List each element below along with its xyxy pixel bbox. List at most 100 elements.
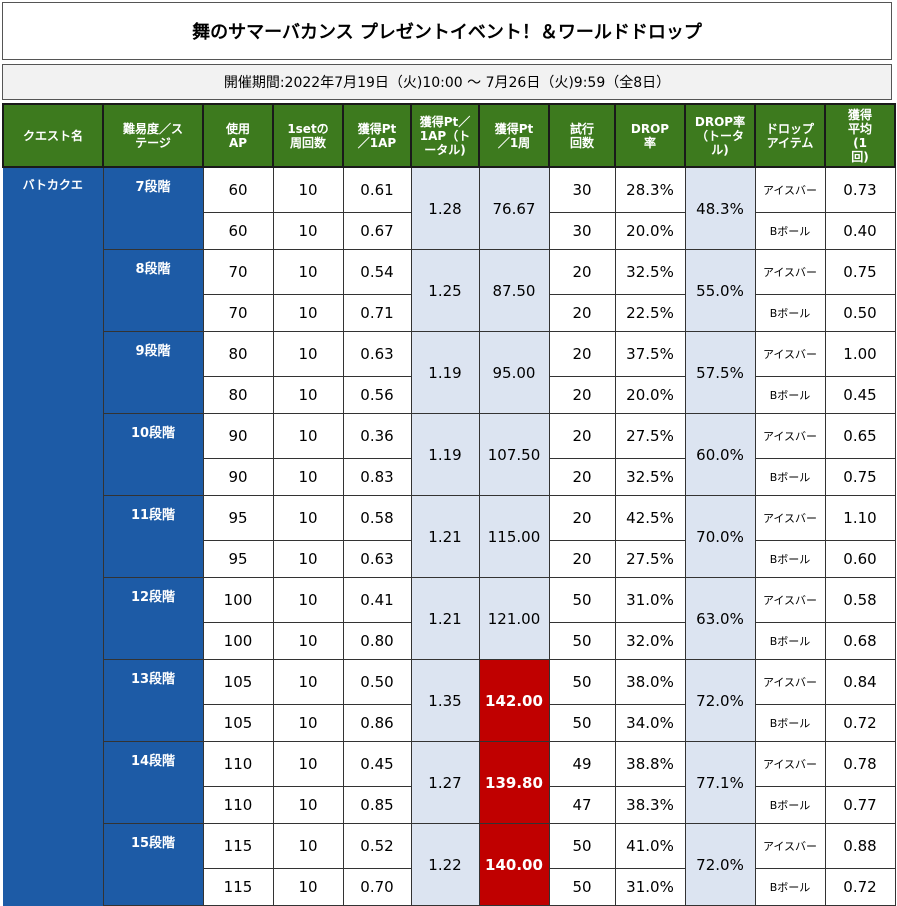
avg-gain-cell: 0.40	[824, 212, 896, 250]
header-drop-rate-label: DROP率	[630, 121, 670, 150]
pt-per-ap-cell: 0.70	[342, 868, 412, 906]
pt-per-ap-total-cell: 1.25	[410, 249, 480, 332]
table-row: 8段階 70 10 0.54 1.25 87.50 20 32.5% 55.0% アイスバー 0.7…	[3, 249, 896, 332]
drop-rate-cell: 34.0%	[614, 704, 686, 742]
header-sets-label: 1setの周回数	[287, 121, 329, 150]
header-ap-label: 使用AP	[225, 121, 250, 150]
drop-rate-cell: 38.0%	[614, 659, 686, 705]
header-sets: 1setの周回数	[272, 103, 344, 168]
table-row: 13段階 105 10 0.50 1.35 142.00 50 38.0% 72.0% アイスバー…	[3, 659, 896, 742]
drop-item-cell: Bボール	[754, 786, 826, 824]
table-row: 10段階 90 10 0.36 1.19 107.50 20 27.5% 60.0% アイスバー 0…	[3, 413, 896, 496]
trials-cell: 20	[548, 294, 616, 332]
avg-gain-cell: 0.73	[824, 166, 896, 213]
drop-table: クエスト名 難易度／ステージ 使用AP 1setの周回数 獲得Pt／1AP 獲得…	[2, 103, 896, 906]
ap-cell: 80	[202, 331, 274, 377]
drop-item-cell: アイスバー	[754, 577, 826, 623]
sets-cell: 10	[272, 294, 344, 332]
drop-item-cell: アイスバー	[754, 495, 826, 541]
ap-cell: 80	[202, 376, 274, 414]
quest-name-cell: バトカクエ	[3, 167, 104, 906]
pt-per-ap-cell: 0.45	[342, 741, 412, 787]
drop-rate-cell: 27.5%	[614, 413, 686, 459]
header-pt-per-round-label: 獲得Pt／1周	[494, 121, 534, 150]
drop-rate-cell: 32.5%	[614, 249, 686, 295]
trials-cell: 47	[548, 786, 616, 824]
trials-cell: 49	[548, 741, 616, 787]
pt-per-round-cell: 76.67	[478, 166, 550, 250]
drop-item-cell: アイスバー	[754, 659, 826, 705]
ap-cell: 90	[202, 413, 274, 459]
pt-per-ap-cell: 0.67	[342, 212, 412, 250]
drop-rate-cell: 38.3%	[614, 786, 686, 824]
trials-cell: 50	[548, 868, 616, 906]
stage-cell-empty	[103, 868, 204, 906]
pt-per-round-cell: 107.50	[478, 413, 550, 496]
drop-rate-cell: 32.0%	[614, 622, 686, 660]
stage-cell-empty	[103, 212, 204, 250]
drop-item-cell: Bボール	[754, 868, 826, 906]
ap-cell: 110	[202, 741, 274, 787]
header-quest-name: クエスト名	[2, 103, 104, 168]
sets-cell: 10	[272, 823, 344, 869]
trials-cell: 20	[548, 331, 616, 377]
header-pt-per-ap-total: 獲得Pt／1AP（トータル)	[410, 103, 480, 168]
drop-rate-cell: 22.5%	[614, 294, 686, 332]
header-row: クエスト名 難易度／ステージ 使用AP 1setの周回数 獲得Pt／1AP 獲得…	[2, 103, 896, 168]
trials-cell: 30	[548, 212, 616, 250]
trials-cell: 20	[548, 249, 616, 295]
table-row: 14段階 110 10 0.45 1.27 139.80 49 38.8% 77.1% アイスバー…	[3, 741, 896, 824]
header-drop-item: ドロップアイテム	[754, 103, 826, 168]
stage-cell: 10段階	[103, 413, 204, 459]
drop-item-cell: Bボール	[754, 376, 826, 414]
pt-per-ap-total-cell: 1.35	[410, 659, 480, 742]
event-period: 開催期間:2022年7月19日（火)10:00 ～ 7月26日（火)9:59（全…	[2, 64, 892, 100]
header-pt-per-ap-total-label: 獲得Pt／1AP（トータル)	[419, 114, 471, 157]
stage-cell: 9段階	[103, 331, 204, 377]
header-difficulty-label: 難易度／ステージ	[122, 121, 183, 150]
header-drop-rate-total: DROP率（トータル)	[684, 103, 756, 168]
sets-cell: 10	[272, 212, 344, 250]
pt-per-ap-total-cell: 1.21	[410, 577, 480, 660]
drop-rate-total-cell: 55.0%	[684, 249, 756, 332]
table-row: 15段階 115 10 0.52 1.22 140.00 50 41.0% 72.0% アイスバー…	[3, 823, 896, 906]
stage-cell: 11段階	[103, 495, 204, 541]
table-row: 100 10 0.80 50 32.0% Bボール 0.68	[3, 622, 896, 660]
pt-per-ap-cell: 0.63	[342, 540, 412, 578]
pt-per-ap-cell: 0.41	[342, 577, 412, 623]
pt-per-ap-total-cell: 1.19	[410, 331, 480, 414]
pt-per-ap-cell: 0.52	[342, 823, 412, 869]
page-title: 舞のサマーバカンス プレゼントイベント！＆ワールドドロップ	[2, 2, 892, 60]
table-row: 95 10 0.63 20 27.5% Bボール 0.60	[3, 540, 896, 578]
stage-cell: 7段階	[103, 166, 204, 213]
pt-per-ap-total-cell: 1.21	[410, 495, 480, 578]
header-difficulty: 難易度／ステージ	[102, 103, 204, 168]
pt-per-ap-cell: 0.86	[342, 704, 412, 742]
stage-cell-empty	[103, 704, 204, 742]
table-body: バトカクエ 7段階 60 10 0.61 1.28 76.67 30 28.3% 48.3% アイス…	[3, 166, 896, 906]
sets-cell: 10	[272, 249, 344, 295]
header-pt-per-ap-label: 獲得Pt／1AP	[357, 121, 397, 150]
trials-cell: 20	[548, 495, 616, 541]
sets-cell: 10	[272, 741, 344, 787]
pt-per-round-cell: 87.50	[478, 249, 550, 332]
trials-cell: 20	[548, 376, 616, 414]
avg-gain-cell: 0.78	[824, 741, 896, 787]
trials-cell: 20	[548, 413, 616, 459]
ap-cell: 115	[202, 868, 274, 906]
ap-cell: 105	[202, 659, 274, 705]
pt-per-ap-total-cell: 1.27	[410, 741, 480, 824]
pt-per-ap-total-cell: 1.28	[410, 166, 480, 250]
drop-item-cell: アイスバー	[754, 166, 826, 213]
drop-rate-cell: 20.0%	[614, 212, 686, 250]
stage-cell-empty	[103, 294, 204, 332]
avg-gain-cell: 1.10	[824, 495, 896, 541]
table-row: 60 10 0.67 30 20.0% Bボール 0.40	[3, 212, 896, 250]
drop-item-cell: アイスバー	[754, 331, 826, 377]
sets-cell: 10	[272, 166, 344, 213]
sets-cell: 10	[272, 577, 344, 623]
sets-cell: 10	[272, 413, 344, 459]
ap-cell: 105	[202, 704, 274, 742]
stage-cell-empty	[103, 786, 204, 824]
drop-rate-cell: 38.8%	[614, 741, 686, 787]
